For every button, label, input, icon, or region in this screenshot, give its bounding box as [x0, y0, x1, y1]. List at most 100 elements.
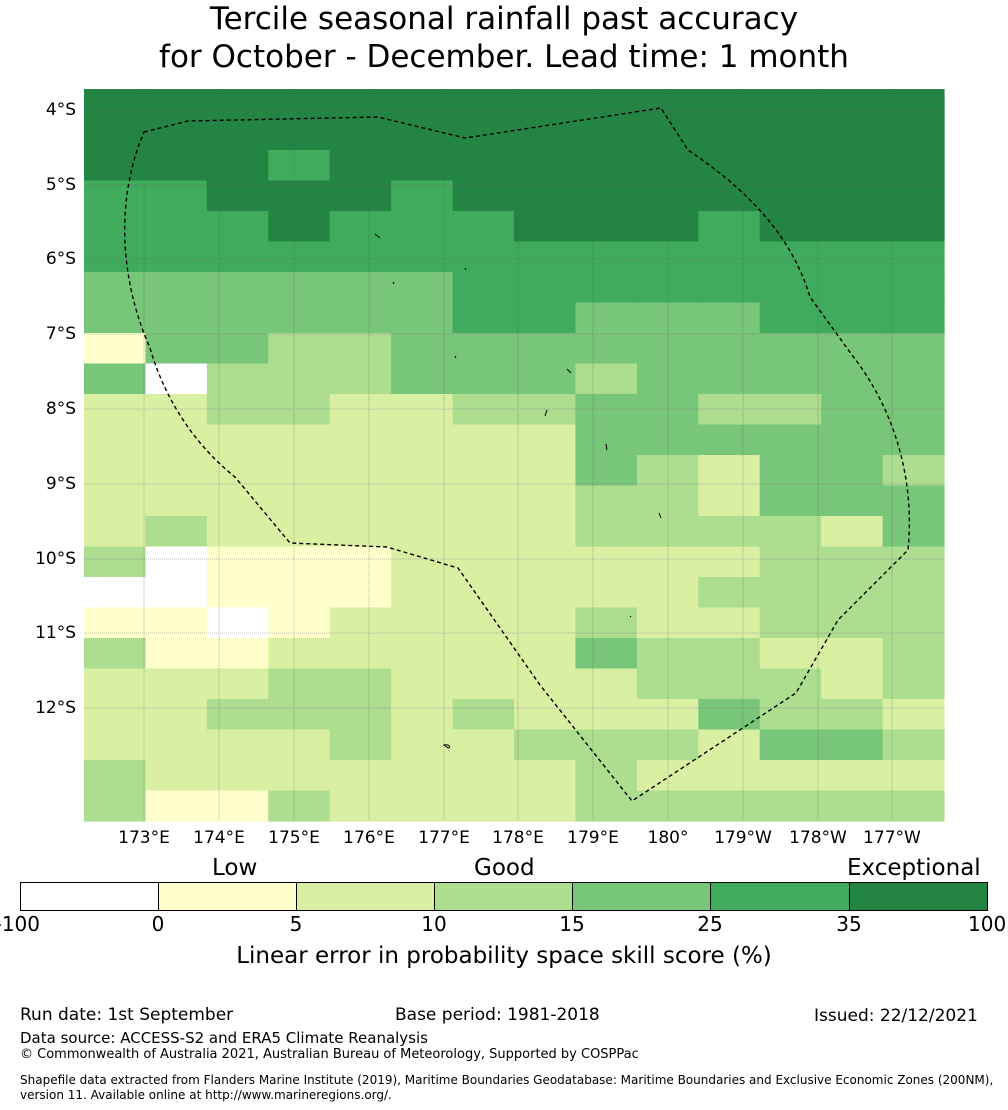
grid-cell — [329, 241, 392, 273]
lon-label: 178°E — [492, 828, 544, 848]
grid-cell — [514, 516, 577, 548]
grid-cell — [821, 119, 884, 151]
grid-cell — [84, 790, 147, 822]
grid-cell — [882, 180, 945, 212]
lat-label: 4°S — [45, 100, 76, 120]
grid-cell — [268, 577, 331, 609]
island — [629, 615, 632, 618]
grid-cell — [145, 180, 208, 212]
grid-cell — [698, 150, 761, 182]
copyright: © Commonwealth of Australia 2021, Austra… — [20, 1047, 639, 1062]
grid-cell — [329, 729, 392, 761]
grid-cell — [882, 150, 945, 182]
grid-cell — [575, 119, 638, 151]
grid-cell — [84, 546, 147, 578]
grid-cell — [206, 241, 269, 273]
grid-cell — [391, 211, 454, 243]
grid-cell — [698, 516, 761, 548]
grid-cell — [268, 699, 331, 731]
run-date: Run date: 1st September — [20, 1005, 234, 1025]
grid-cell — [821, 485, 884, 517]
data-source: Data source: ACCESS-S2 and ERA5 Climate … — [20, 1029, 428, 1047]
grid-cell — [206, 485, 269, 517]
island — [374, 233, 381, 239]
grid-cell — [145, 333, 208, 365]
grid-cell — [329, 211, 392, 243]
grid-cell — [206, 180, 269, 212]
grid-cell — [759, 241, 822, 273]
grid-cell — [84, 455, 147, 487]
grid-cell — [84, 241, 147, 273]
grid-cell — [452, 333, 515, 365]
grid-cell — [268, 516, 331, 548]
grid-cell — [452, 272, 515, 304]
grid-cell — [391, 607, 454, 639]
grid-cell — [206, 272, 269, 304]
grid-cell — [575, 180, 638, 212]
grid-cell — [268, 333, 331, 365]
grid-cell — [759, 150, 822, 182]
grid-cell — [821, 790, 884, 822]
grid-cell — [84, 424, 147, 456]
grid-cell — [759, 760, 822, 792]
grid-cell — [759, 516, 822, 548]
colorbar-segment — [159, 883, 297, 910]
grid-cell — [514, 119, 577, 151]
grid-cell — [821, 241, 884, 273]
grid-cell — [575, 89, 638, 121]
grid-cell — [145, 760, 208, 792]
grid-cell — [452, 302, 515, 334]
grid-cell — [514, 333, 577, 365]
category-exceptional: Exceptional — [847, 855, 981, 881]
grid-cell — [206, 607, 269, 639]
grid-cell — [329, 790, 392, 822]
grid-cell — [514, 668, 577, 700]
grid-cell — [206, 729, 269, 761]
grid-cell — [329, 363, 392, 395]
grid-cell — [698, 394, 761, 426]
grid-cell — [84, 89, 147, 121]
colorbar-tick: 10 — [421, 912, 447, 936]
grid-cell — [268, 455, 331, 487]
grid-cell — [821, 272, 884, 304]
grid-cell — [575, 333, 638, 365]
grid-cell — [759, 577, 822, 609]
grid-cell — [698, 180, 761, 212]
grid-cell — [575, 546, 638, 578]
grid-cell — [391, 638, 454, 670]
grid-cell — [268, 790, 331, 822]
grid-cell — [391, 577, 454, 609]
grid-cell — [514, 211, 577, 243]
lat-label: 10°S — [35, 549, 76, 569]
grid-cell — [84, 699, 147, 731]
grid-cell — [882, 607, 945, 639]
grid-cell — [514, 424, 577, 456]
grid-cell — [452, 180, 515, 212]
grid-cell — [698, 333, 761, 365]
grid-cell — [759, 119, 822, 151]
grid-cell — [391, 363, 454, 395]
grid-cell — [698, 119, 761, 151]
grid-cell — [268, 668, 331, 700]
grid-cell — [329, 272, 392, 304]
grid-cell — [698, 760, 761, 792]
grid-cell — [575, 272, 638, 304]
grid-cell — [268, 607, 331, 639]
grid-cell — [698, 485, 761, 517]
colorbar-tick: 100 — [968, 912, 1007, 936]
grid-cell — [145, 272, 208, 304]
grid-cell — [636, 455, 699, 487]
grid-cell — [268, 546, 331, 578]
lat-label: 6°S — [45, 249, 76, 269]
grid-cell — [575, 455, 638, 487]
lat-label: 11°S — [35, 623, 76, 643]
grid-cell — [84, 668, 147, 700]
eez-boundary — [124, 107, 911, 802]
grid-cell — [145, 668, 208, 700]
grid-cell — [759, 638, 822, 670]
grid-cell — [84, 760, 147, 792]
grid-cell — [698, 546, 761, 578]
colorbar-segment — [573, 883, 711, 910]
grid-cell — [268, 302, 331, 334]
grid-cell — [452, 89, 515, 121]
